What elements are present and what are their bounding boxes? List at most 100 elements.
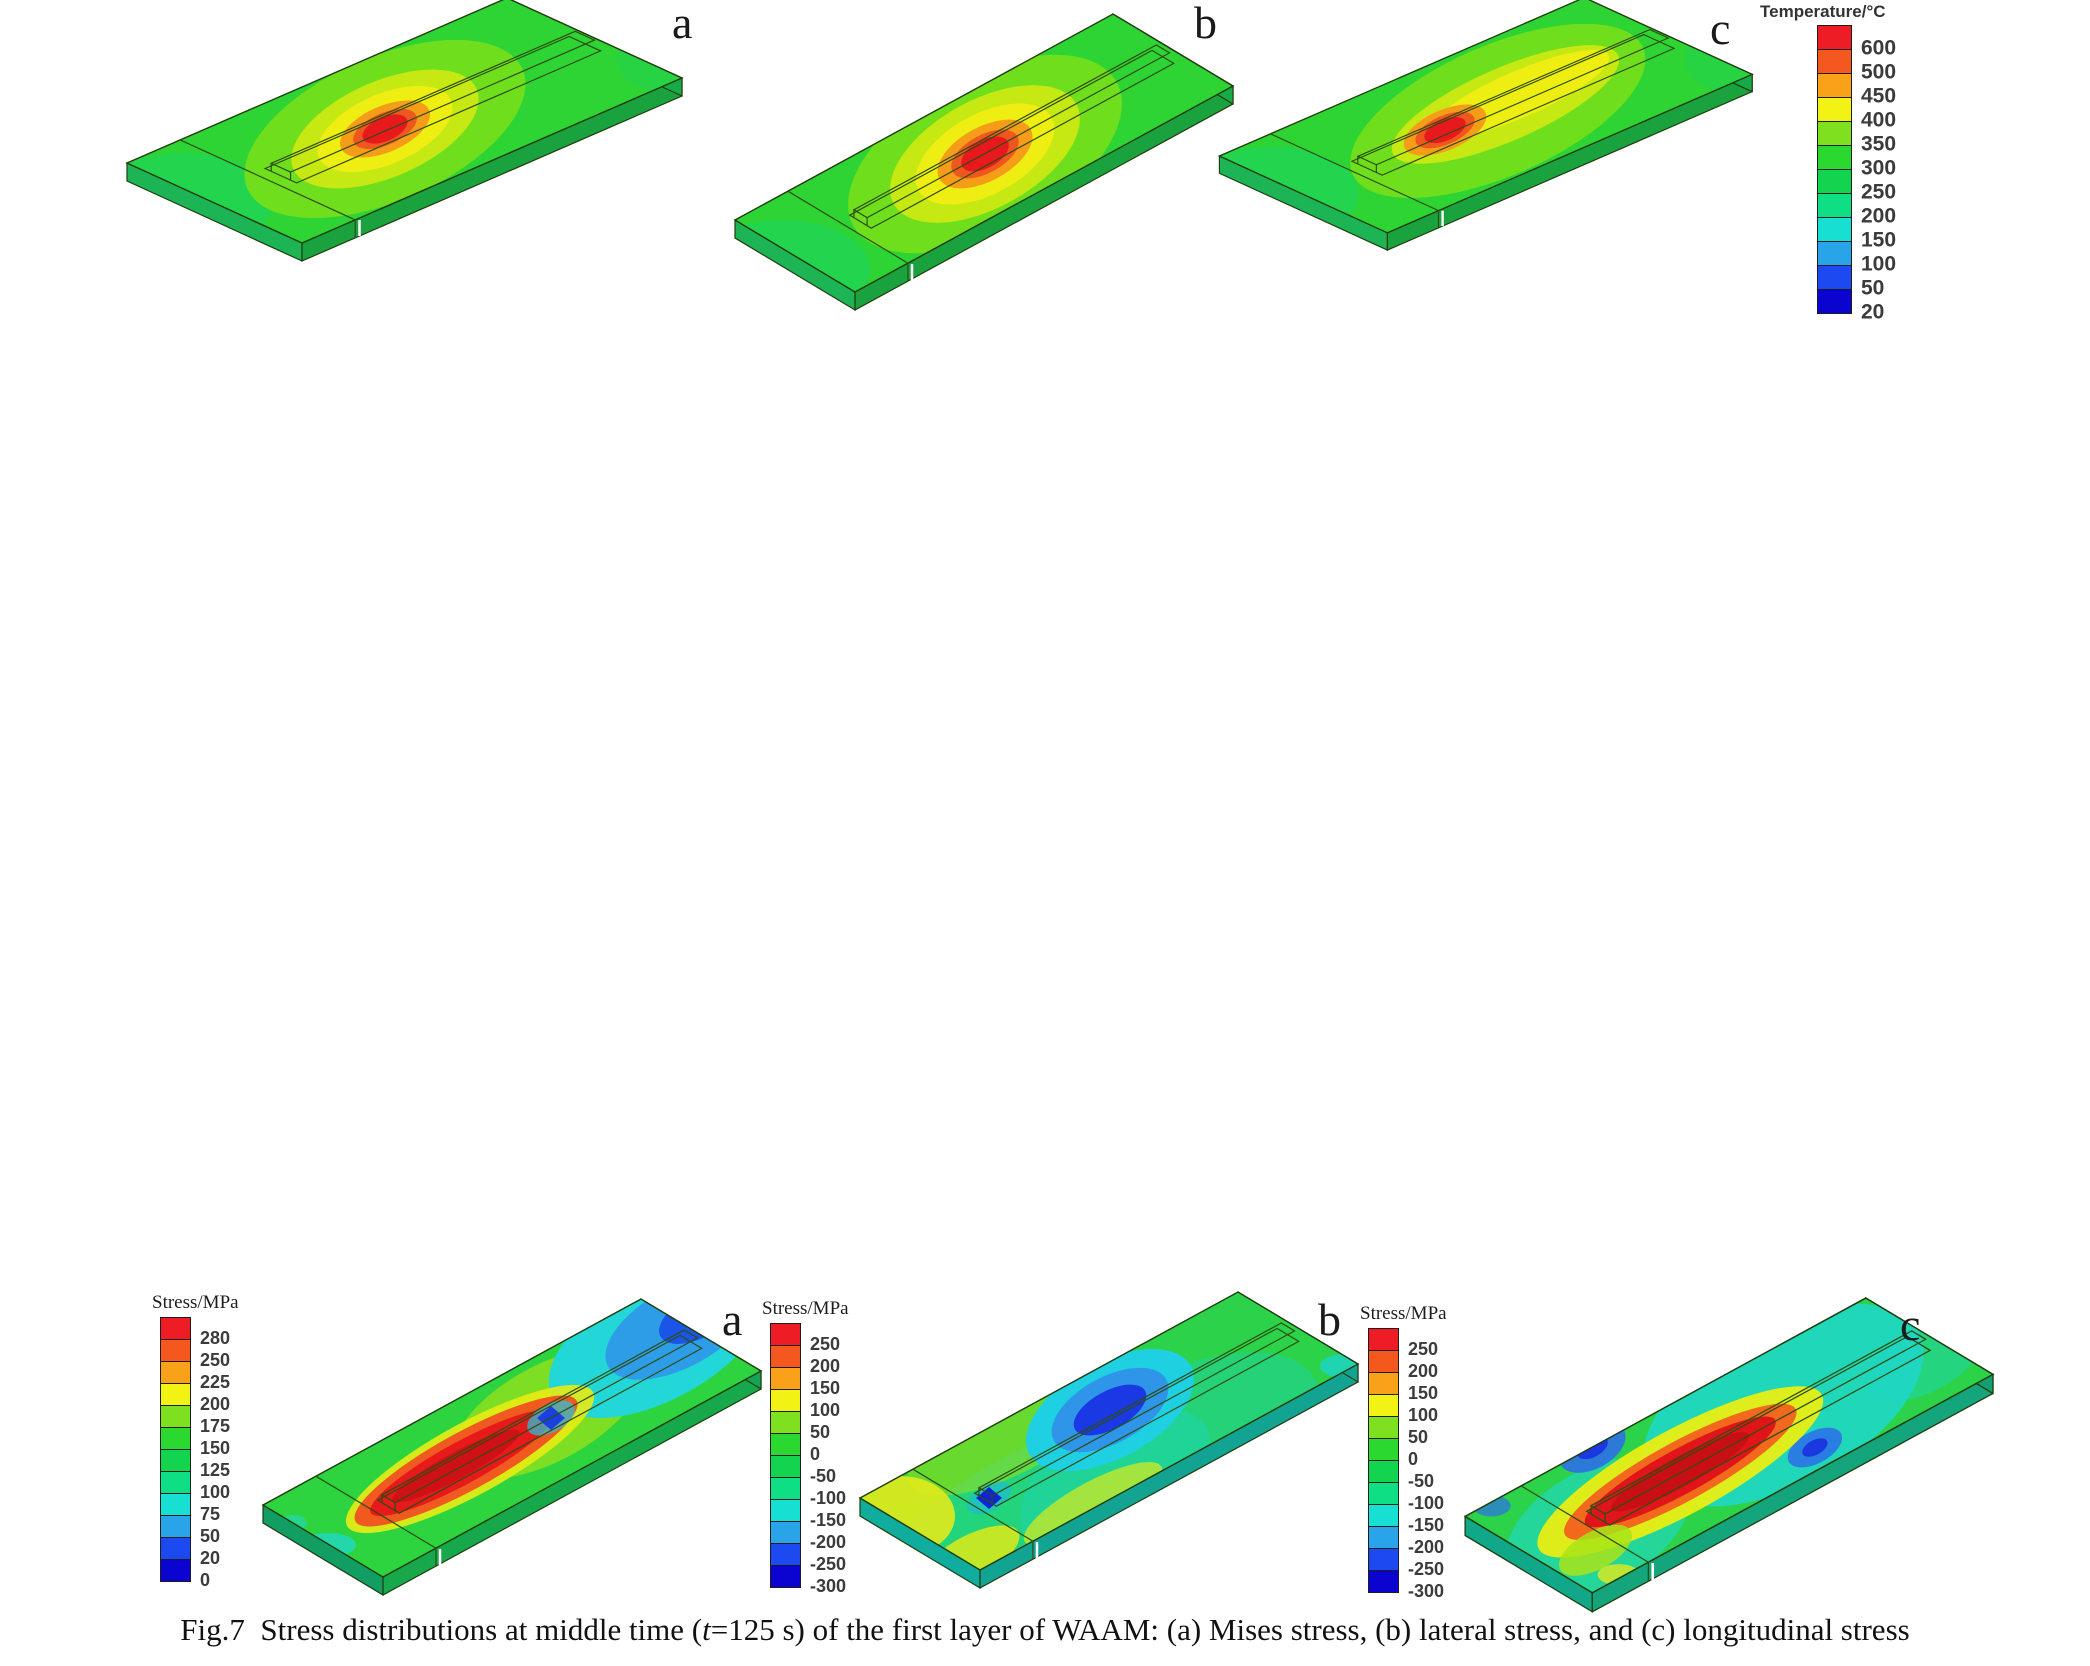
legend-row: 200 bbox=[1368, 1350, 1447, 1381]
legend-value: 200 bbox=[1408, 1361, 1439, 1382]
legend-row: -100 bbox=[770, 1477, 849, 1508]
legend-value: 250 bbox=[1861, 180, 1897, 204]
legend-value: 250 bbox=[810, 1334, 841, 1355]
legend-value: 0 bbox=[810, 1444, 821, 1465]
legend-value: 150 bbox=[200, 1438, 231, 1459]
legend-swatch bbox=[770, 1455, 801, 1478]
legend-swatch bbox=[160, 1427, 191, 1450]
legend-value: 0 bbox=[200, 1570, 211, 1591]
lateral-stress-contour-plot bbox=[858, 1290, 1360, 1590]
temperature-contour-plot-c bbox=[1217, 0, 1754, 251]
legend-value: 200 bbox=[200, 1394, 231, 1415]
legend-swatch bbox=[770, 1433, 801, 1456]
stress-legend-a: Stress/MPa 280 250 225 200 bbox=[152, 1292, 239, 1590]
hot-spot bbox=[244, 39, 526, 219]
legend-swatch bbox=[1817, 193, 1852, 218]
legend-row: -150 bbox=[770, 1499, 849, 1530]
legend-swatch bbox=[1368, 1372, 1399, 1395]
legend-row: 20 bbox=[160, 1537, 239, 1568]
caption-suffix: =125 s) of the first layer of WAAM: (a) … bbox=[710, 1612, 1910, 1647]
legend-swatch bbox=[1817, 145, 1852, 170]
legend-swatch bbox=[1368, 1504, 1399, 1527]
plate-top-face bbox=[127, 0, 682, 243]
legend-swatch bbox=[770, 1499, 801, 1522]
legend-value: -200 bbox=[810, 1532, 847, 1553]
legend-value: 50 bbox=[1861, 276, 1885, 300]
legend-value: 250 bbox=[200, 1350, 231, 1371]
legend-row: 150 bbox=[160, 1427, 239, 1458]
panel-label-temp-c: c bbox=[1710, 3, 1731, 54]
legend-swatch bbox=[160, 1559, 191, 1582]
legend-row: 200 bbox=[770, 1345, 849, 1376]
legend-value: -50 bbox=[810, 1466, 837, 1487]
legend-row: 280 bbox=[160, 1317, 239, 1348]
legend-row: 100 bbox=[1368, 1394, 1447, 1425]
legend-swatch bbox=[160, 1317, 191, 1340]
panel-label-stress-b: b bbox=[1318, 1294, 1341, 1345]
legend-value: 50 bbox=[200, 1526, 221, 1547]
legend-row: 400 bbox=[1817, 97, 1896, 132]
legend-swatch bbox=[1817, 25, 1852, 50]
legend-swatch bbox=[770, 1411, 801, 1434]
stress-legend-c: Stress/MPa 250 200 150 100 bbox=[1360, 1303, 1447, 1601]
legend-value: -200 bbox=[1408, 1537, 1445, 1558]
caption-time-variable: t bbox=[702, 1612, 711, 1647]
stress-legend-b-title: Stress/MPa bbox=[762, 1298, 849, 1319]
legend-swatch bbox=[1368, 1548, 1399, 1571]
legend-value: 100 bbox=[1861, 252, 1897, 276]
legend-row: 50 bbox=[1368, 1416, 1447, 1447]
legend-swatch bbox=[1368, 1416, 1399, 1439]
legend-row: -300 bbox=[1368, 1570, 1447, 1601]
legend-value: 400 bbox=[1861, 108, 1897, 132]
legend-row: 600 bbox=[1817, 25, 1896, 60]
legend-value: 200 bbox=[810, 1356, 841, 1377]
stress-legend-b: Stress/MPa 250 200 150 100 bbox=[762, 1298, 849, 1596]
stress-legend-c-title: Stress/MPa bbox=[1360, 1303, 1447, 1324]
panel-label-stress-a: a bbox=[722, 1294, 743, 1345]
legend-swatch bbox=[160, 1361, 191, 1384]
legend-swatch bbox=[160, 1383, 191, 1406]
weld-bead-outline bbox=[912, 1322, 1300, 1560]
legend-value: -50 bbox=[1408, 1471, 1435, 1492]
legend-value: -100 bbox=[810, 1488, 847, 1509]
legend-row: 0 bbox=[770, 1433, 849, 1464]
weld-bead-outline bbox=[1520, 1330, 1932, 1582]
legend-value: 50 bbox=[1408, 1427, 1429, 1448]
panel-label-temp-b: b bbox=[1194, 0, 1217, 48]
plate-top-face bbox=[735, 14, 1233, 292]
legend-row: 350 bbox=[1817, 121, 1896, 156]
longitudinal-stress-contour-plot bbox=[1463, 1296, 1995, 1613]
legend-value: 250 bbox=[1408, 1339, 1439, 1360]
legend-row: 500 bbox=[1817, 49, 1896, 84]
panel-label-temp-a: a bbox=[672, 0, 693, 48]
legend-row: 175 bbox=[160, 1405, 239, 1436]
temperature-contour-plot-b bbox=[733, 12, 1235, 312]
legend-row: 150 bbox=[1368, 1372, 1447, 1403]
legend-swatch bbox=[770, 1543, 801, 1566]
legend-swatch bbox=[1368, 1526, 1399, 1549]
legend-row: 225 bbox=[160, 1361, 239, 1392]
legend-row: 250 bbox=[1368, 1328, 1447, 1359]
legend-value: 300 bbox=[1861, 156, 1897, 180]
legend-value: 150 bbox=[1861, 228, 1897, 252]
caption-prefix: Fig.7 Stress distributions at middle tim… bbox=[180, 1612, 703, 1647]
temperature-contour-plot-a bbox=[125, 0, 684, 262]
legend-value: 350 bbox=[1861, 132, 1897, 156]
legend-value: 125 bbox=[200, 1460, 231, 1481]
legend-swatch bbox=[1817, 289, 1852, 314]
stress-legend-a-scale: 280 250 225 200 175 bbox=[152, 1317, 239, 1590]
legend-value: 75 bbox=[200, 1504, 221, 1525]
legend-row: 250 bbox=[770, 1323, 849, 1354]
legend-swatch bbox=[1817, 49, 1852, 74]
legend-swatch bbox=[770, 1367, 801, 1390]
legend-row: 50 bbox=[1817, 265, 1896, 300]
legend-swatch bbox=[1817, 73, 1852, 98]
stress-legend-c-scale: 250 200 150 100 50 0 bbox=[1360, 1328, 1447, 1601]
weld-bead-outline bbox=[1270, 28, 1676, 228]
legend-swatch bbox=[1368, 1328, 1399, 1351]
legend-value: 225 bbox=[200, 1372, 231, 1393]
legend-value: 0 bbox=[1408, 1449, 1419, 1470]
mises-stress-contour-plot bbox=[261, 1297, 763, 1597]
legend-value: 50 bbox=[810, 1422, 831, 1443]
legend-swatch bbox=[1817, 241, 1852, 266]
